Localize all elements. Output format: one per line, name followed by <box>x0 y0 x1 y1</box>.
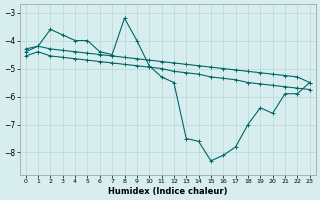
X-axis label: Humidex (Indice chaleur): Humidex (Indice chaleur) <box>108 187 228 196</box>
